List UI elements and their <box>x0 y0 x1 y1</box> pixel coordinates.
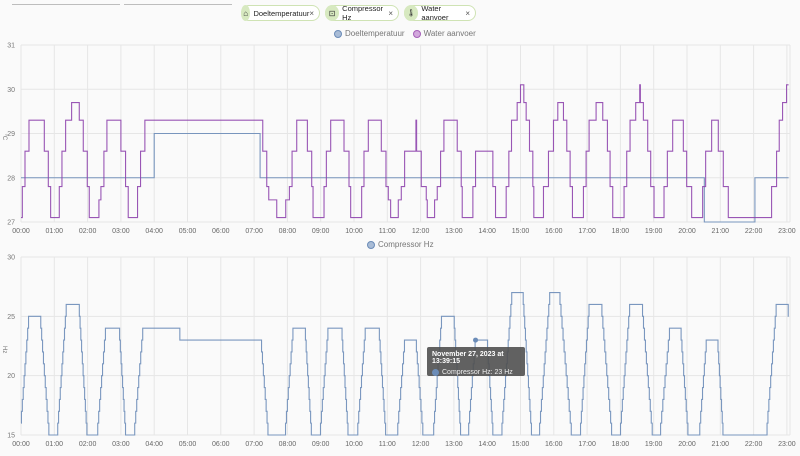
x-tick-label: 05:00 <box>179 441 197 448</box>
chip-label: Water aanvoer <box>421 4 449 22</box>
legend-item-water-aanvoer[interactable]: Water aanvoer <box>412 29 476 38</box>
x-tick-label: 16:00 <box>545 228 563 235</box>
x-tick-label: 22:00 <box>745 441 763 448</box>
x-tick-label: 06:00 <box>212 441 230 448</box>
x-tick-label: 21:00 <box>712 441 730 448</box>
y-tick-label: 31 <box>7 43 15 50</box>
x-tick-label: 18:00 <box>612 441 630 448</box>
x-tick-label: 02:00 <box>79 228 97 235</box>
x-tick-label: 01:00 <box>46 228 64 235</box>
legend-swatch <box>412 29 421 38</box>
x-tick-label: 03:00 <box>112 441 130 448</box>
chip-label: Compressor Hz <box>342 4 384 22</box>
x-tick-label: 13:00 <box>445 228 463 235</box>
top-chart-legend: Doeltemperatuur Water aanvoer <box>334 29 476 38</box>
legend-item-compressor-hz[interactable]: Compressor Hz <box>367 240 434 249</box>
legend-label: Doeltemperatuur <box>345 29 405 38</box>
x-tick-label: 23:00 <box>778 228 796 235</box>
x-tick-label: 07:00 <box>245 441 263 448</box>
x-tick-label: 23:00 <box>778 441 796 448</box>
y-tick-label: 25 <box>7 314 15 321</box>
x-tick-label: 16:00 <box>545 441 563 448</box>
x-tick-label: 10:00 <box>345 228 363 235</box>
tooltip-swatch <box>432 369 439 376</box>
thermometer-water-icon: 🌡 <box>404 5 419 21</box>
bottom-chart-legend: Compressor Hz <box>367 240 434 249</box>
y-tick-label: 30 <box>7 255 15 262</box>
y-axis-label: °C <box>1 134 7 141</box>
x-tick-label: 08:00 <box>279 441 297 448</box>
entity-chip-compressor-hz[interactable]: ⊡ Compressor Hz × <box>325 4 399 22</box>
x-tick-label: 04:00 <box>145 228 163 235</box>
x-tick-label: 00:00 <box>12 441 30 448</box>
legend-swatch <box>367 240 375 249</box>
x-tick-label: 03:00 <box>112 228 130 235</box>
x-tick-label: 15:00 <box>512 228 530 235</box>
x-tick-label: 19:00 <box>645 441 663 448</box>
x-tick-label: 09:00 <box>312 228 330 235</box>
series-line-water-aanvoer <box>21 84 789 219</box>
y-tick-label: 30 <box>7 87 15 94</box>
x-tick-label: 13:00 <box>445 441 463 448</box>
x-tick-label: 12:00 <box>412 441 430 448</box>
x-tick-label: 17:00 <box>578 441 596 448</box>
x-tick-label: 18:00 <box>612 228 630 235</box>
hover-point <box>473 337 479 343</box>
y-tick-label: 20 <box>7 373 15 380</box>
x-tick-label: 21:00 <box>712 228 730 235</box>
legend-item-doeltemperatuur[interactable]: Doeltemperatuur <box>334 29 405 38</box>
loading-bar <box>124 4 232 5</box>
x-tick-label: 05:00 <box>179 228 197 235</box>
y-tick-label: 28 <box>7 175 15 182</box>
loading-bar <box>12 4 120 5</box>
entity-chip-doeltemperatuur[interactable]: ⌂ Doeltemperatuur × <box>241 5 320 21</box>
x-tick-label: 12:00 <box>412 228 430 235</box>
x-tick-label: 22:00 <box>745 228 763 235</box>
compressor-icon: ⊡ <box>325 5 340 21</box>
close-icon[interactable]: × <box>465 8 470 18</box>
close-icon[interactable]: × <box>388 8 393 18</box>
x-tick-label: 10:00 <box>345 441 363 448</box>
legend-swatch <box>334 29 342 38</box>
tooltip-value: Compressor Hz: 23 Hz <box>442 369 513 376</box>
x-tick-label: 14:00 <box>478 441 496 448</box>
chip-label: Doeltemperatuur <box>253 8 310 18</box>
y-axis-label: Hz <box>1 346 7 353</box>
y-tick-label: 15 <box>7 433 15 440</box>
x-tick-label: 20:00 <box>678 441 696 448</box>
x-tick-label: 08:00 <box>279 228 297 235</box>
x-tick-label: 14:00 <box>478 228 496 235</box>
x-tick-label: 19:00 <box>645 228 663 235</box>
series-line-compressor-hz <box>20 292 789 436</box>
x-tick-label: 11:00 <box>379 228 396 235</box>
legend-label: Compressor Hz <box>378 240 434 249</box>
x-tick-label: 11:00 <box>379 441 396 448</box>
close-icon[interactable]: × <box>309 8 314 18</box>
x-tick-label: 15:00 <box>512 441 530 448</box>
entity-chip-water-aanvoer[interactable]: 🌡 Water aanvoer × <box>404 4 476 22</box>
home-thermometer-icon: ⌂ <box>241 5 251 21</box>
series-line-doeltemperatuur <box>21 132 789 223</box>
x-tick-label: 07:00 <box>245 228 263 235</box>
x-tick-label: 20:00 <box>678 228 696 235</box>
x-tick-label: 09:00 <box>312 441 330 448</box>
x-tick-label: 17:00 <box>578 228 596 235</box>
legend-label: Water aanvoer <box>423 29 476 38</box>
x-tick-label: 01:00 <box>46 441 64 448</box>
x-tick-label: 02:00 <box>79 441 97 448</box>
tooltip: November 27, 2023 at 13:39:15 Compressor… <box>427 347 525 376</box>
x-tick-label: 06:00 <box>212 228 230 235</box>
y-tick-label: 27 <box>7 220 15 227</box>
tooltip-title: November 27, 2023 at 13:39:15 <box>432 351 504 365</box>
x-tick-label: 00:00 <box>12 228 30 235</box>
x-tick-label: 04:00 <box>145 441 163 448</box>
y-tick-label: 29 <box>7 131 15 138</box>
